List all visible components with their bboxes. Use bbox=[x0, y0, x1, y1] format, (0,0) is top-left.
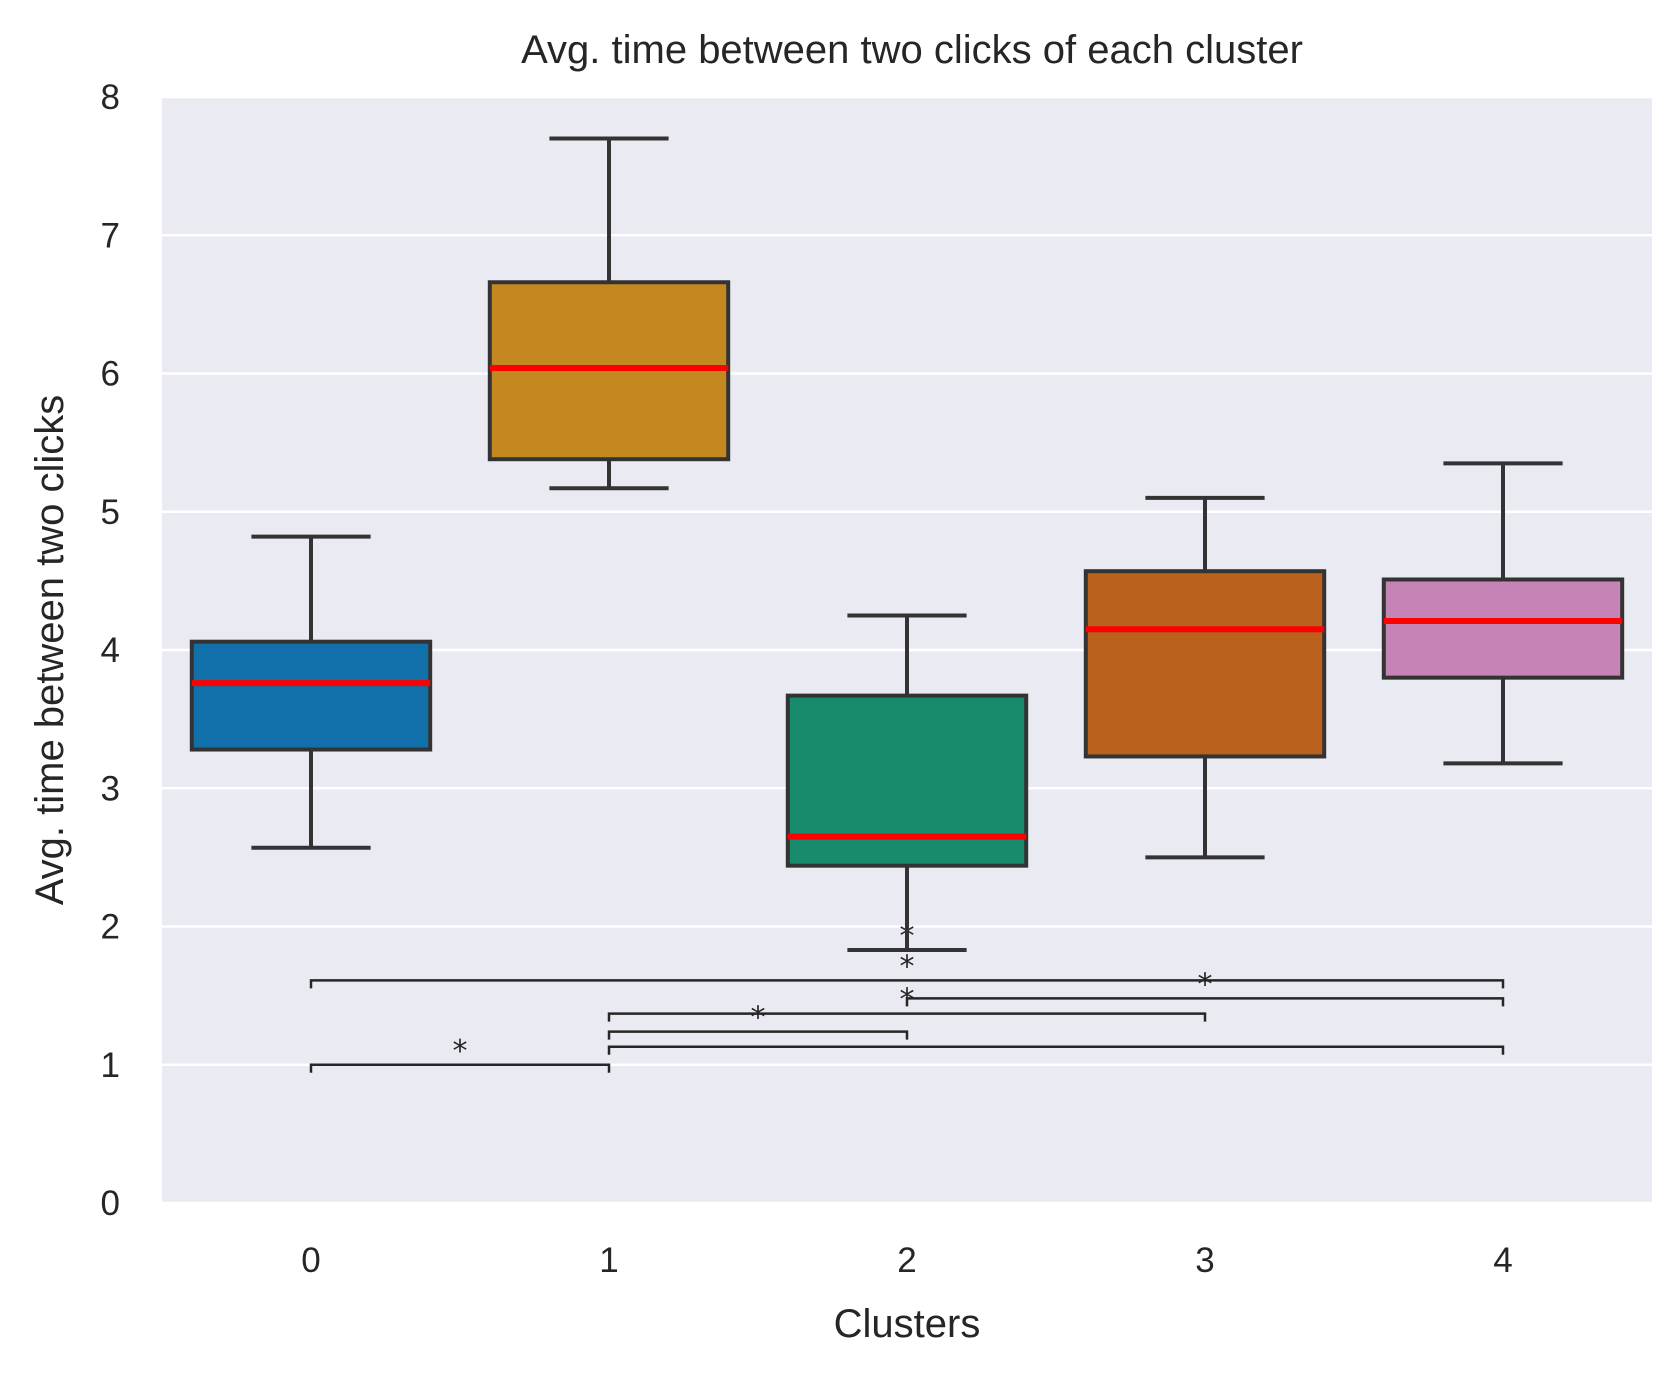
y-tick-label: 7 bbox=[101, 216, 120, 255]
x-tick-label: 0 bbox=[301, 1241, 320, 1280]
y-tick-label: 6 bbox=[101, 355, 120, 394]
box-cluster-4 bbox=[1381, 577, 1625, 680]
significance-star: * bbox=[900, 949, 915, 984]
boxplots bbox=[189, 136, 1625, 953]
significance-star: * bbox=[751, 1001, 766, 1036]
box-cluster-2 bbox=[785, 693, 1029, 868]
significance-annotations: ****** bbox=[309, 919, 1505, 1073]
x-tick-label: 1 bbox=[599, 1241, 618, 1280]
significance-bracket bbox=[607, 1012, 1207, 1022]
x-axis-label: Clusters bbox=[834, 1302, 981, 1346]
box-cluster-3 bbox=[1083, 569, 1327, 759]
y-tick-labels: 0 1 2 3 4 5 6 7 8 bbox=[101, 78, 120, 1223]
x-tick-label: 2 bbox=[897, 1241, 916, 1280]
significance-bracket bbox=[607, 1045, 1505, 1055]
chart-title: Avg. time between two clicks of each clu… bbox=[521, 28, 1303, 72]
y-tick-label: 1 bbox=[101, 1046, 120, 1085]
y-tick-label: 2 bbox=[101, 908, 120, 947]
x-tick-label: 4 bbox=[1493, 1241, 1512, 1280]
y-tick-label: 8 bbox=[101, 78, 120, 117]
y-tick-label: 3 bbox=[101, 769, 120, 808]
x-tick-labels: 0 1 2 3 4 bbox=[301, 1241, 1512, 1280]
y-tick-label: 5 bbox=[101, 493, 120, 532]
y-tick-label: 4 bbox=[101, 631, 120, 670]
significance-bracket bbox=[607, 1030, 909, 1040]
significance-bracket bbox=[309, 979, 1505, 989]
box-cluster-0 bbox=[189, 639, 433, 752]
significance-bracket bbox=[309, 1063, 611, 1073]
significance-bracket bbox=[905, 997, 1505, 1007]
significance-star: * bbox=[1198, 967, 1213, 1002]
y-tick-label: 0 bbox=[101, 1184, 120, 1223]
y-axis-label: Avg. time between two clicks bbox=[28, 395, 72, 906]
x-tick-label: 3 bbox=[1195, 1241, 1214, 1280]
significance-star: * bbox=[453, 1034, 468, 1069]
